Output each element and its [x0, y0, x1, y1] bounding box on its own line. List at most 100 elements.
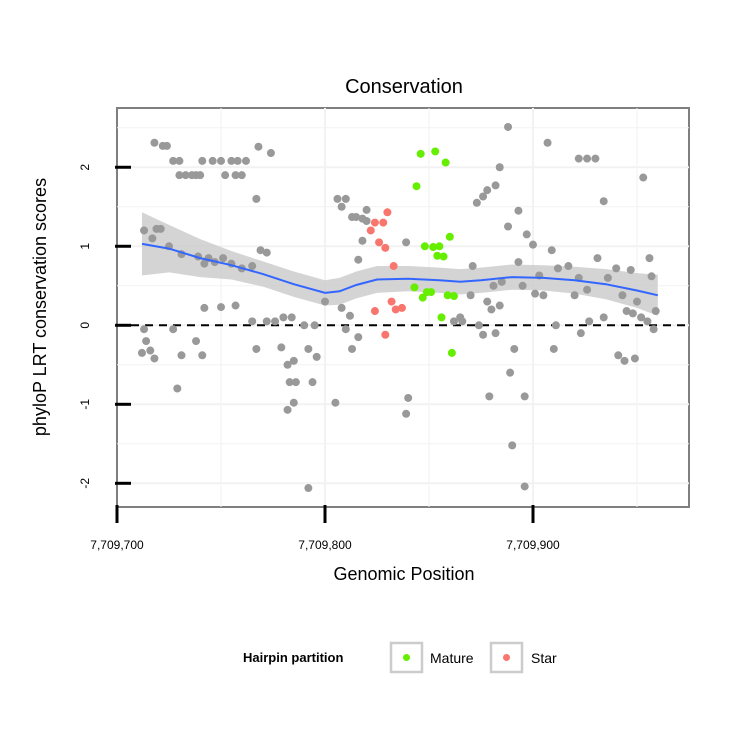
point-other: [227, 156, 236, 165]
point-other: [254, 142, 263, 151]
smooth-line-path: [141, 242, 659, 297]
smooth-confidence-band: [141, 212, 658, 316]
point-other: [192, 337, 201, 346]
point-other: [620, 356, 629, 365]
point-other: [483, 297, 492, 306]
point-other: [449, 317, 458, 326]
point-other: [148, 234, 157, 243]
point-other: [150, 354, 159, 363]
point-other: [639, 173, 648, 182]
x-axis: 7,709,700 7,709,800 7,709,900: [90, 505, 560, 552]
point-other: [510, 344, 519, 353]
point-other: [341, 325, 350, 334]
y-axis-title: phyloP LRT conservation scores: [30, 178, 50, 436]
point-other: [504, 222, 513, 231]
point-mature: [420, 242, 429, 251]
point-other: [354, 333, 363, 342]
point-mature: [410, 283, 419, 292]
point-other: [614, 351, 623, 360]
point-other: [150, 138, 159, 147]
point-other: [522, 230, 531, 239]
chart-title: Conservation: [345, 76, 463, 98]
point-star: [366, 226, 375, 235]
point-other: [520, 392, 529, 401]
point-other: [402, 238, 411, 247]
point-other: [285, 378, 294, 387]
point-other: [483, 186, 492, 195]
point-other: [233, 156, 242, 165]
x-axis-title: Genomic Position: [333, 564, 474, 584]
point-other: [277, 343, 286, 352]
point-other: [583, 154, 592, 163]
point-other: [283, 360, 292, 369]
legend-swatch-mature: [403, 654, 410, 661]
point-other: [514, 206, 523, 215]
point-other: [262, 317, 271, 326]
point-other: [474, 321, 483, 330]
point-other: [643, 317, 652, 326]
point-other: [304, 344, 313, 353]
point-other: [348, 344, 357, 353]
point-star: [397, 303, 406, 312]
point-other: [173, 384, 182, 393]
point-other: [472, 198, 481, 207]
point-other: [485, 392, 494, 401]
legend-title: Hairpin partition: [243, 650, 343, 665]
point-other: [200, 303, 209, 312]
point-other: [495, 301, 504, 310]
point-other: [612, 264, 621, 273]
point-other: [599, 197, 608, 206]
legend-label-star: Star: [531, 650, 557, 666]
data-points: [137, 122, 660, 493]
point-other: [177, 351, 186, 360]
point-other: [156, 224, 165, 233]
point-mature: [447, 348, 456, 357]
point-other: [140, 325, 149, 334]
point-other: [287, 313, 296, 322]
point-other: [231, 301, 240, 310]
point-other: [622, 307, 631, 316]
point-mature: [416, 149, 425, 158]
point-other: [358, 236, 367, 245]
confidence-band-area: [141, 212, 658, 316]
point-other: [456, 313, 465, 322]
point-other: [142, 337, 151, 346]
point-other: [626, 265, 635, 274]
point-other: [468, 262, 477, 271]
point-star: [389, 262, 398, 271]
point-other: [321, 297, 329, 306]
point-other: [237, 171, 246, 180]
point-other: [198, 156, 207, 165]
point-other: [514, 258, 523, 267]
point-other: [543, 138, 552, 147]
legend-item-star: Star: [489, 641, 557, 674]
point-star: [370, 307, 379, 316]
point-other: [593, 254, 602, 263]
point-other: [603, 273, 612, 282]
point-other: [637, 313, 646, 322]
point-other: [140, 226, 149, 235]
point-other: [599, 313, 608, 322]
point-other: [506, 368, 515, 377]
point-other: [585, 317, 594, 326]
point-other: [531, 289, 540, 298]
y-tick-label: 1: [78, 243, 92, 250]
point-mature: [431, 147, 440, 156]
point-other: [289, 398, 298, 407]
point-other: [279, 313, 288, 322]
y-tick-label: 2: [78, 164, 92, 171]
point-other: [402, 409, 411, 418]
point-other: [231, 171, 240, 180]
point-other: [549, 344, 558, 353]
point-other: [564, 262, 573, 271]
legend-swatch-star: [503, 654, 510, 661]
point-other: [310, 321, 319, 330]
point-other: [649, 325, 658, 334]
point-other: [487, 305, 496, 314]
point-other: [198, 351, 207, 360]
point-other: [466, 291, 475, 300]
point-other: [574, 154, 583, 163]
point-other: [345, 311, 354, 320]
point-other: [508, 441, 517, 450]
point-mature: [437, 313, 446, 322]
